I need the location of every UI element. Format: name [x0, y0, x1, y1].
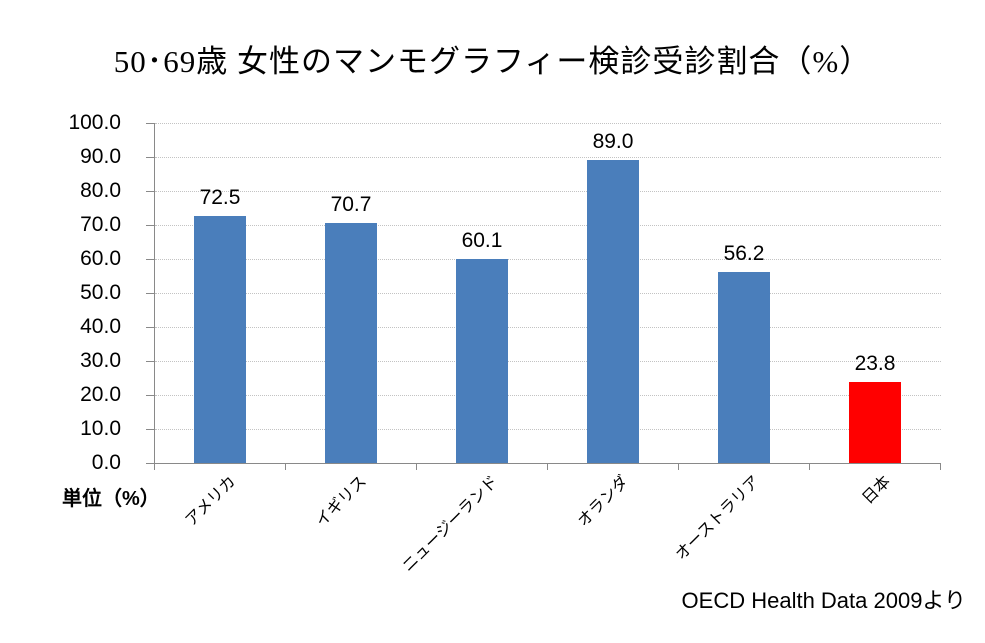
bar-value-label: 89.0: [592, 130, 634, 153]
y-axis-unit-label: 単位（%）: [62, 488, 160, 510]
y-tick-mark: [146, 191, 154, 192]
x-tick-mark: [809, 464, 810, 470]
chart-title: 50･69歳 女性のマンモグラフィー検診受診割合（%）: [113, 44, 872, 79]
y-tick-mark: [146, 293, 154, 294]
gridline: [155, 361, 941, 362]
y-tick-mark: [146, 327, 154, 328]
bar-ニュージーランド: [456, 259, 508, 463]
gridline: [155, 293, 941, 294]
bar-value-label: 72.5: [199, 186, 241, 209]
gridline: [155, 157, 941, 158]
y-tick-mark: [146, 157, 154, 158]
bar-日本: [849, 382, 901, 463]
y-tick-label: 40.0: [80, 315, 121, 338]
gridline: [155, 259, 941, 260]
x-tick-mark: [154, 464, 155, 470]
y-tick-mark: [146, 123, 154, 124]
y-tick-mark: [146, 259, 154, 260]
y-tick-label: 20.0: [80, 383, 121, 406]
y-tick-mark: [146, 395, 154, 396]
bar-value-label: 23.8: [854, 352, 896, 375]
x-tick-mark: [285, 464, 286, 470]
bar-アメリカ: [194, 216, 246, 463]
category-label: イギリス: [313, 473, 371, 531]
category-label: ニュージーランド: [399, 473, 502, 576]
source-note: OECD Health Data 2009より: [681, 588, 966, 613]
category-label: オーストラリア: [672, 473, 764, 564]
y-tick-label: 80.0: [80, 179, 121, 202]
y-tick-label: 90.0: [80, 145, 121, 168]
x-tick-mark: [416, 464, 417, 470]
bar-オーストラリア: [718, 272, 770, 463]
bar-value-label: 70.7: [330, 193, 372, 216]
category-label: オランダ: [575, 473, 633, 531]
y-tick-mark: [146, 463, 154, 464]
y-tick-label: 60.0: [80, 247, 121, 270]
bar-オランダ: [587, 160, 639, 463]
gridline: [155, 225, 941, 226]
gridline: [155, 327, 941, 328]
x-tick-mark: [678, 464, 679, 470]
y-tick-mark: [146, 225, 154, 226]
x-axis-line: [154, 463, 941, 464]
y-tick-label: 0.0: [91, 451, 121, 474]
gridline: [155, 395, 941, 396]
gridline: [155, 429, 941, 430]
y-tick-label: 100.0: [68, 111, 121, 134]
y-tick-label: 70.0: [80, 213, 121, 236]
gridline: [155, 123, 941, 124]
bar-イギリス: [325, 223, 377, 463]
category-label: アメリカ: [182, 473, 240, 530]
y-axis-line: [154, 123, 155, 464]
y-tick-label: 30.0: [80, 349, 121, 372]
gridline: [155, 191, 941, 192]
bar-value-label: 60.1: [461, 229, 503, 252]
category-label: 日本: [859, 473, 895, 508]
y-tick-mark: [146, 429, 154, 430]
y-tick-mark: [146, 361, 154, 362]
y-tick-label: 50.0: [80, 281, 121, 304]
x-tick-mark: [940, 464, 941, 470]
bar-value-label: 56.2: [723, 242, 765, 265]
x-tick-mark: [547, 464, 548, 470]
y-tick-label: 10.0: [80, 417, 121, 440]
